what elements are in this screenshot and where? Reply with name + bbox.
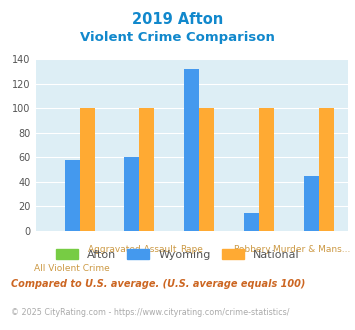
Text: Robbery: Robbery [233,245,270,254]
Bar [140,109,154,231]
Bar [304,176,319,231]
Bar [259,109,274,231]
Bar [199,109,214,231]
Text: Aggravated Assault: Aggravated Assault [88,245,176,254]
Text: Murder & Mans...: Murder & Mans... [273,245,350,254]
Legend: Afton, Wyoming, National: Afton, Wyoming, National [51,245,304,264]
Bar [244,213,259,231]
Bar [80,109,94,231]
Text: All Violent Crime: All Violent Crime [34,264,110,273]
Bar [319,109,334,231]
Text: Rape: Rape [180,245,203,254]
Text: 2019 Afton: 2019 Afton [132,12,223,26]
Bar [184,69,199,231]
Text: Violent Crime Comparison: Violent Crime Comparison [80,31,275,44]
Bar [125,157,140,231]
Text: Compared to U.S. average. (U.S. average equals 100): Compared to U.S. average. (U.S. average … [11,279,305,289]
Text: © 2025 CityRating.com - https://www.cityrating.com/crime-statistics/: © 2025 CityRating.com - https://www.city… [11,308,289,316]
Bar [65,160,80,231]
